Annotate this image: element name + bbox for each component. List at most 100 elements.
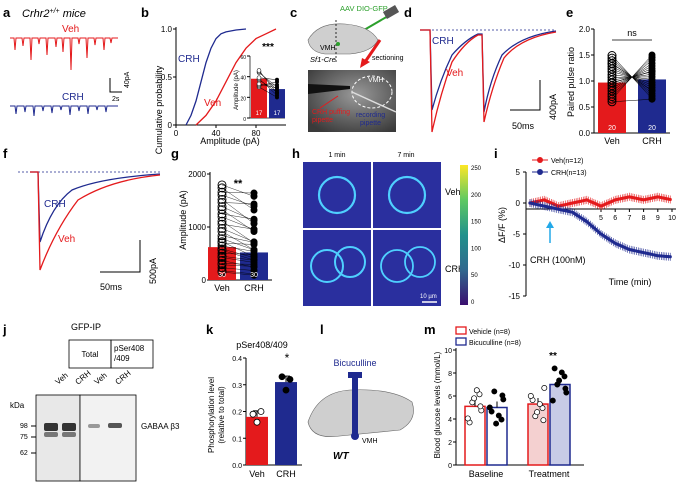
g-point bbox=[217, 209, 227, 219]
e-point bbox=[648, 67, 656, 75]
c-rec-label-2: pipette bbox=[360, 120, 381, 127]
i-xtick-label: 6 bbox=[613, 215, 617, 222]
g-point bbox=[250, 270, 258, 278]
m-cat-baseline: Baseline bbox=[469, 469, 504, 479]
panel-d: d CRH Veh 50ms 400pA bbox=[404, 5, 558, 133]
panel-letter-h: h bbox=[292, 146, 300, 161]
b-xtick-label: 80 bbox=[252, 129, 261, 138]
e-ytick-label: 1.5 bbox=[579, 51, 591, 60]
d-veh-label: Veh bbox=[446, 68, 463, 79]
j-lane-3: Veh bbox=[93, 371, 109, 387]
g-point bbox=[217, 197, 227, 207]
j-band-lane1-lower bbox=[44, 432, 58, 437]
g-point bbox=[217, 190, 227, 200]
b-series-veh bbox=[195, 28, 277, 126]
g-marks: 0 1000 2000 bbox=[188, 170, 268, 285]
g-pair-line bbox=[221, 231, 255, 251]
g-point bbox=[217, 224, 227, 233]
g-pair-line bbox=[221, 250, 255, 261]
panel-k: k pSer408/409 Phosphorylation level (rel… bbox=[206, 322, 302, 479]
g-pair-line bbox=[221, 199, 255, 224]
b-inset-pair-line bbox=[258, 86, 278, 98]
i-crh-arrow-head-icon bbox=[546, 221, 554, 228]
b-xtick-label: 40 bbox=[212, 129, 221, 138]
g-ytick-label: 0 bbox=[202, 276, 207, 285]
d-trace-veh bbox=[420, 29, 557, 133]
g-n-veh: 30 bbox=[218, 272, 226, 279]
b-ytick-label: 1.0 bbox=[161, 25, 173, 34]
h-cell-crh-2b bbox=[404, 246, 436, 278]
g-ytick-label: 2000 bbox=[188, 170, 206, 179]
h-colorbar-tick-label: 150 bbox=[471, 220, 482, 226]
k-ytick-label: 0.3 bbox=[232, 383, 242, 390]
j-marker-62: 62 bbox=[20, 450, 28, 457]
h-cell-crh-2a bbox=[380, 249, 414, 283]
h-cell-crh-1b bbox=[334, 246, 366, 278]
j-band-lane4 bbox=[108, 423, 122, 428]
j-blot-total bbox=[35, 394, 81, 482]
m-ytick-label: 2 bbox=[448, 440, 452, 447]
i-crh-arrow-label: CRH (100nM) bbox=[530, 255, 586, 265]
b-xtick-label: 0 bbox=[174, 129, 179, 138]
i-legend-crh: CRH(n=13) bbox=[551, 170, 587, 177]
panel-letter-i: i bbox=[494, 146, 498, 161]
m-ytick-label: 8 bbox=[448, 371, 452, 378]
l-mouse-brain-icon bbox=[307, 389, 414, 437]
h-time-1: 1 min bbox=[328, 152, 345, 159]
panel-letter-k: k bbox=[206, 322, 214, 337]
m-point bbox=[476, 391, 483, 398]
g-cat-veh: Veh bbox=[214, 283, 230, 293]
b-inset-pair-line bbox=[258, 81, 278, 87]
k-ylabel-1: Phosphorylation level bbox=[207, 377, 216, 453]
b-inset-pair-line bbox=[258, 77, 278, 81]
h-cell-veh-2 bbox=[387, 175, 427, 215]
g-point bbox=[217, 234, 227, 244]
b-inset-pair-line bbox=[258, 70, 278, 94]
e-n-crh: 20 bbox=[648, 125, 656, 132]
g-pair-line bbox=[221, 223, 255, 230]
k-ytick-label: 0.0 bbox=[232, 463, 242, 470]
k-point bbox=[278, 373, 286, 381]
h-image-veh-7min bbox=[373, 162, 441, 228]
m-point bbox=[477, 403, 484, 410]
i-xtick-label: 8 bbox=[642, 215, 646, 222]
i-ticks: 5 0 -5 -10 -15 5 6 7 8 9 10 bbox=[508, 168, 676, 301]
h-colorbar-ticks: 250 200 150 100 50 0 bbox=[471, 166, 482, 306]
g-pair-line bbox=[221, 270, 255, 275]
e-ytick-label: 0.0 bbox=[579, 129, 591, 138]
m-point bbox=[473, 387, 480, 394]
i-ytick-label: 5 bbox=[516, 168, 521, 177]
i-xtick-label: 10 bbox=[668, 215, 676, 222]
j-band-lane2 bbox=[62, 423, 76, 431]
m-point bbox=[471, 395, 478, 402]
c-recording-pipette bbox=[351, 91, 397, 113]
g-pair-line bbox=[221, 241, 255, 257]
b-inset-ytick-label: 60 bbox=[240, 55, 246, 61]
b-inset-bar bbox=[269, 89, 285, 118]
g-pair-line bbox=[221, 271, 255, 276]
g-pair-line bbox=[221, 263, 255, 265]
b-veh-label: Veh bbox=[204, 98, 221, 109]
panel-l: l Bicuculline VMH WT bbox=[307, 322, 414, 462]
b-ticks: 0 40 80 0 0.5 1.0 bbox=[161, 25, 261, 138]
e-ytick-label: 2.0 bbox=[579, 25, 591, 34]
m-marks: 0 2 4 6 8 10 bbox=[444, 348, 571, 470]
b-inset-ytick-label: 0 bbox=[243, 117, 246, 123]
l-cannula-icon bbox=[352, 378, 358, 434]
panel-i: i Veh(n=12) CRH(n=13) ΔF/F (%) Time (min… bbox=[494, 146, 676, 301]
d-scale-x: 50ms bbox=[512, 121, 535, 131]
g-point bbox=[217, 187, 227, 197]
j-col-total: Total bbox=[82, 350, 99, 359]
k-point bbox=[282, 386, 290, 394]
m-point bbox=[495, 412, 502, 419]
m-ytick-label: 4 bbox=[448, 417, 452, 424]
c-puff-label-1: CRH puffing bbox=[312, 109, 350, 116]
h-time-2: 7 min bbox=[397, 152, 414, 159]
h-image-veh-1min bbox=[303, 162, 371, 228]
i-xtick-label: 5 bbox=[599, 215, 603, 222]
panel-c: c AAV DIO-GFP VMH Sf1-Cre sectioning bbox=[290, 4, 404, 132]
g-pair-line bbox=[221, 206, 255, 221]
panel-letter-c: c bbox=[290, 5, 297, 20]
g-point bbox=[217, 219, 227, 229]
g-point bbox=[217, 251, 227, 261]
